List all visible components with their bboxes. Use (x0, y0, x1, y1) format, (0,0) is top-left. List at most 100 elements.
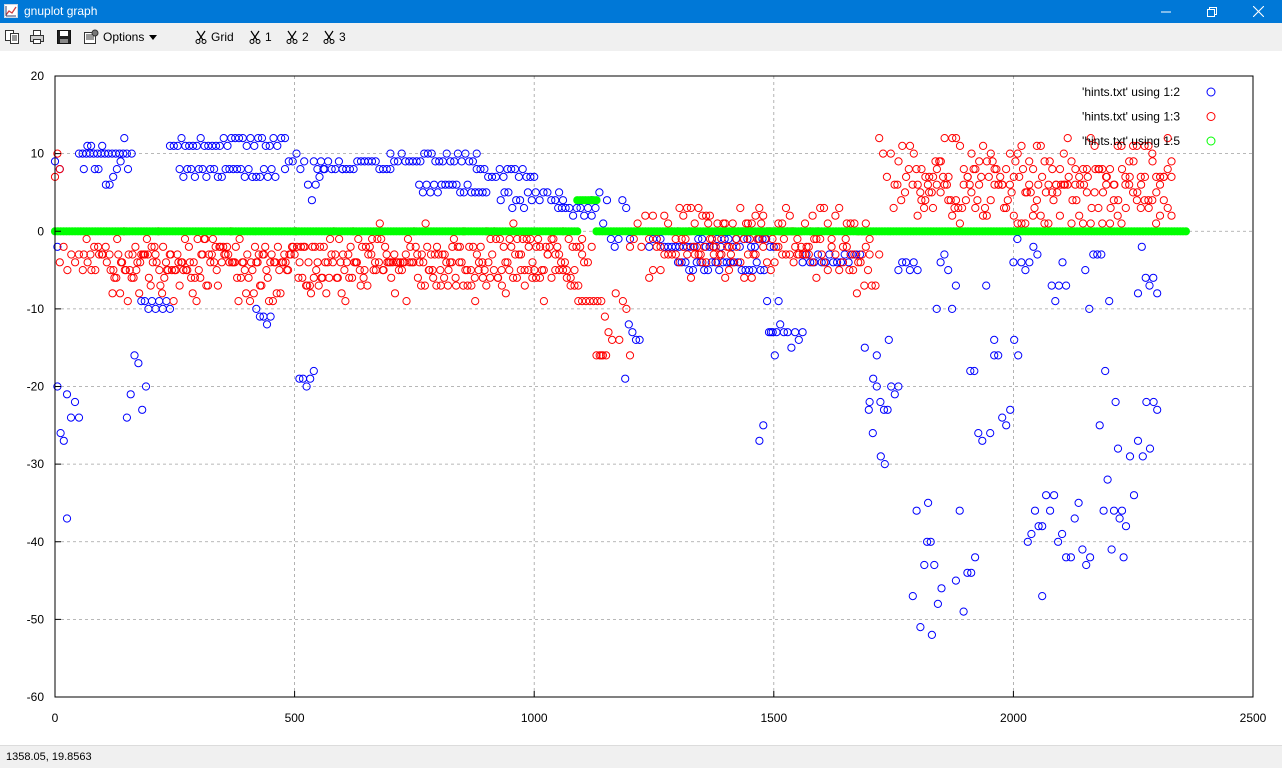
data-point (377, 234, 386, 244)
save-button[interactable] (56, 27, 72, 47)
data-point (908, 592, 917, 601)
data-point (489, 266, 498, 275)
data-point (516, 196, 525, 205)
data-point (535, 196, 544, 205)
copy-clipboard-button[interactable] (4, 27, 20, 47)
plot-area[interactable]: 0 500 1000 1500 2000 2500 -60 -50 -40 -30 -20 -10 0 1… (0, 51, 1282, 745)
data-point (423, 149, 432, 158)
data-point (872, 382, 881, 391)
data-point (923, 537, 932, 546)
data-point (252, 172, 261, 182)
data-point (1066, 553, 1076, 562)
print-button[interactable] (29, 27, 45, 47)
data-point (810, 234, 819, 244)
data-point (1002, 165, 1011, 174)
data-point (212, 266, 221, 275)
data-point (547, 234, 556, 244)
data-point (1129, 141, 1138, 151)
data-point (645, 273, 654, 282)
data-point (551, 250, 560, 259)
data-point (524, 266, 533, 275)
plot1-toggle-button[interactable]: 1 (249, 27, 272, 47)
data-point (306, 289, 316, 298)
plot2-toggle-button[interactable]: 2 (286, 27, 309, 47)
data-point (255, 312, 264, 321)
data-point (1030, 203, 1039, 213)
data-point (715, 250, 724, 259)
data-point (235, 234, 244, 244)
data-point (137, 297, 146, 306)
data-point (555, 250, 564, 259)
data-point (190, 273, 199, 282)
data-point (245, 297, 255, 306)
data-point (134, 359, 143, 368)
data-point (905, 266, 915, 275)
data-point (846, 219, 855, 228)
data-point (1055, 165, 1065, 174)
data-point (1030, 506, 1040, 515)
data-point (732, 242, 741, 251)
data-point (1081, 266, 1090, 275)
data-point (933, 599, 943, 609)
data-point (478, 188, 487, 197)
data-point (570, 266, 579, 275)
data-point (207, 250, 216, 259)
data-point (397, 149, 406, 158)
data-point (1097, 250, 1106, 259)
data-point (1062, 281, 1071, 290)
data-point (798, 250, 807, 259)
data-point (935, 157, 944, 166)
data-point (254, 134, 263, 143)
plot3-toggle-button[interactable]: 3 (323, 27, 346, 47)
data-point (470, 273, 479, 282)
data-point (794, 335, 803, 344)
data-point (167, 266, 176, 275)
data-point (309, 366, 318, 376)
data-point (679, 242, 688, 251)
status-bar: 1358.05, 19.8563 (0, 745, 1282, 768)
data-point (322, 289, 331, 298)
data-point (381, 242, 390, 251)
scissors-icon (195, 30, 207, 44)
data-point (130, 351, 139, 360)
data-point (234, 297, 243, 306)
data-point (755, 234, 764, 244)
data-point (624, 320, 633, 329)
data-point (912, 506, 921, 515)
data-point (175, 281, 184, 290)
data-point (732, 234, 741, 244)
data-point (904, 165, 913, 174)
data-point (522, 234, 531, 244)
data-point (102, 258, 111, 267)
grid-toggle-button[interactable]: Grid (195, 27, 234, 47)
data-point (1006, 405, 1015, 414)
options-menu-button[interactable]: Options (83, 27, 158, 47)
data-point (747, 219, 756, 228)
data-point (217, 258, 226, 267)
data-point (920, 560, 929, 570)
maximize-button[interactable] (1189, 0, 1235, 23)
data-point (797, 242, 806, 251)
data-point (124, 250, 133, 259)
data-point (986, 429, 995, 438)
data-point (507, 242, 516, 251)
data-point (122, 149, 132, 158)
data-point (345, 165, 354, 174)
close-button[interactable] (1235, 0, 1281, 23)
data-point (443, 281, 452, 290)
data-point (303, 180, 313, 189)
data-point (67, 250, 76, 259)
data-point (909, 149, 918, 158)
data-point (1029, 242, 1038, 251)
data-point (496, 196, 505, 205)
data-point (871, 281, 880, 290)
data-point (397, 266, 406, 275)
data-point (781, 203, 791, 213)
data-point (688, 266, 698, 275)
data-point (532, 273, 541, 282)
data-point (519, 203, 529, 213)
data-point (838, 242, 848, 251)
data-point (371, 157, 380, 166)
data-point (958, 203, 967, 213)
minimize-button[interactable] (1143, 0, 1189, 23)
